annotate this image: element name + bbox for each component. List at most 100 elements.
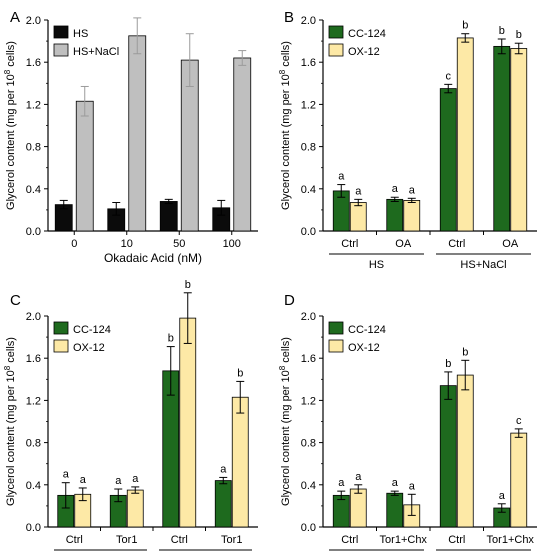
significance-letter: b <box>168 333 174 345</box>
significance-letter: b <box>445 358 451 370</box>
significance-letter: a <box>355 185 362 197</box>
x-tick-label: 0 <box>71 238 77 250</box>
y-axis-label: Glycerol content (mg per 108 cells) <box>3 337 18 506</box>
legend-label: OX-12 <box>348 342 380 354</box>
significance-letter: c <box>516 415 522 427</box>
x-tick-label: Ctrl <box>341 238 358 250</box>
significance-letter: b <box>462 346 468 358</box>
y-tick-label: 2.0 <box>26 15 41 27</box>
y-tick-label: 0.4 <box>26 184 41 196</box>
significance-letter: a <box>338 171 345 183</box>
x-tick-label: Ctrl <box>341 534 358 546</box>
bar-cc-124 <box>439 88 457 232</box>
x-tick-label: Tor1+Chx <box>380 534 428 546</box>
y-tick-label: 1.2 <box>301 99 316 111</box>
y-axis-label-main: Glycerol content (mg per 10 <box>280 370 292 506</box>
y-axis-label-superscript: 8 <box>278 69 287 74</box>
significance-letter: a <box>80 474 87 486</box>
panel-a: A 0.0 0.4 0.8 1.2 1.6 2.0 Glycerol content (mg … <box>3 9 258 265</box>
legend-swatch <box>328 339 344 353</box>
y-tick-label: 0.0 <box>26 522 41 534</box>
y-axis-label: Glycerol content (mg per 108 cells) <box>278 337 293 506</box>
x-tick-label: Ctrl <box>66 534 83 546</box>
panel-d: D 0.0 0.4 0.8 1.2 1.6 2.0 Glycerol content (mg … <box>278 292 537 551</box>
bar-hs-nacl <box>75 100 94 232</box>
y-tick-label: 1.2 <box>26 395 41 407</box>
y-tick-label: 0.4 <box>26 480 41 492</box>
bar-hs-nacl <box>233 57 252 232</box>
bar-ox-12 <box>349 488 367 528</box>
legend-label: CC-124 <box>348 28 386 40</box>
bar-ox-12 <box>510 48 528 232</box>
y-axis-label-superscript: 8 <box>278 365 287 370</box>
panel-b: B 0.0 0.4 0.8 1.2 1.6 2.0 Glycerol content (mg … <box>278 9 537 271</box>
significance-letter: a <box>132 473 139 485</box>
y-tick-label: 0.8 <box>26 142 41 154</box>
y-tick-label: 1.6 <box>26 57 41 69</box>
y-axis-label-superscript: 8 <box>3 69 12 74</box>
bar-cc-124 <box>214 480 232 528</box>
bar-ox-12 <box>349 202 367 232</box>
y-tick-label: 0.0 <box>301 226 316 238</box>
significance-letter: a <box>338 477 345 489</box>
legend-label: HS+NaCl <box>73 46 119 58</box>
bar-ox-12 <box>126 489 144 528</box>
bar-cc-124 <box>386 492 404 528</box>
significance-letter: a <box>63 469 70 481</box>
x-tick-label: Tor1 <box>221 534 242 546</box>
legend-swatch <box>53 321 69 335</box>
bar-cc-124 <box>439 385 457 528</box>
significance-letter: a <box>499 490 506 502</box>
panel-c: C 0.0 0.4 0.8 1.2 1.6 2.0 Glycerol content (mg … <box>3 279 258 551</box>
bar-ox-12 <box>231 396 249 528</box>
legend-label: OX-12 <box>348 46 380 58</box>
y-axis-label-unit: cells) <box>5 337 17 366</box>
y-tick-label: 2.0 <box>301 311 316 323</box>
y-tick-label: 0.4 <box>301 480 316 492</box>
bar-hs-nacl <box>128 35 147 232</box>
bar-cc-124 <box>386 198 404 232</box>
y-tick-label: 0.0 <box>26 226 41 238</box>
x-tick-label: Tor1 <box>116 534 137 546</box>
bar-ox-12 <box>179 317 197 528</box>
bar-ox-12 <box>456 374 474 528</box>
significance-letter: b <box>516 29 522 41</box>
x-tick-label: OA <box>395 238 412 250</box>
legend-swatch <box>328 43 344 57</box>
y-axis-label: Glycerol content (mg per 108 cells) <box>278 41 293 210</box>
y-tick-label: 0.0 <box>301 522 316 534</box>
y-tick-label: 1.6 <box>301 353 316 365</box>
y-tick-label: 1.6 <box>301 57 316 69</box>
group-label: HS <box>369 259 384 271</box>
y-tick-label: 0.8 <box>26 438 41 450</box>
y-axis-label-unit: cells) <box>5 41 17 70</box>
panel-letter: B <box>284 9 294 26</box>
y-axis-label: Glycerol content (mg per 108 cells) <box>3 41 18 210</box>
y-tick-label: 1.2 <box>301 395 316 407</box>
significance-letter: a <box>115 475 122 487</box>
y-axis-label-unit: cells) <box>280 41 292 70</box>
bar-cc-124 <box>493 45 511 232</box>
legend-label: OX-12 <box>73 342 105 354</box>
significance-letter: a <box>355 471 362 483</box>
x-tick-label: Tor1+Chx <box>487 534 535 546</box>
bar-ox-12 <box>510 432 528 528</box>
x-tick-label: 10 <box>121 238 133 250</box>
significance-letter: a <box>392 183 399 195</box>
legend-swatch <box>53 43 69 57</box>
x-tick-label: Ctrl <box>448 534 465 546</box>
panel-letter: C <box>10 292 21 309</box>
legend-swatch <box>53 25 69 39</box>
legend-label: CC-124 <box>348 324 386 336</box>
x-tick-label: 100 <box>223 238 241 250</box>
legend-swatch <box>53 339 69 353</box>
y-tick-label: 0.8 <box>301 142 316 154</box>
legend-label: HS <box>73 28 88 40</box>
x-tick-label: 50 <box>173 238 185 250</box>
bar-ox-12 <box>456 37 474 232</box>
y-tick-label: 2.0 <box>301 15 316 27</box>
x-tick-label: OA <box>502 238 519 250</box>
x-tick-label: Ctrl <box>171 534 188 546</box>
significance-letter: a <box>409 184 416 196</box>
significance-letter: a <box>220 463 227 475</box>
